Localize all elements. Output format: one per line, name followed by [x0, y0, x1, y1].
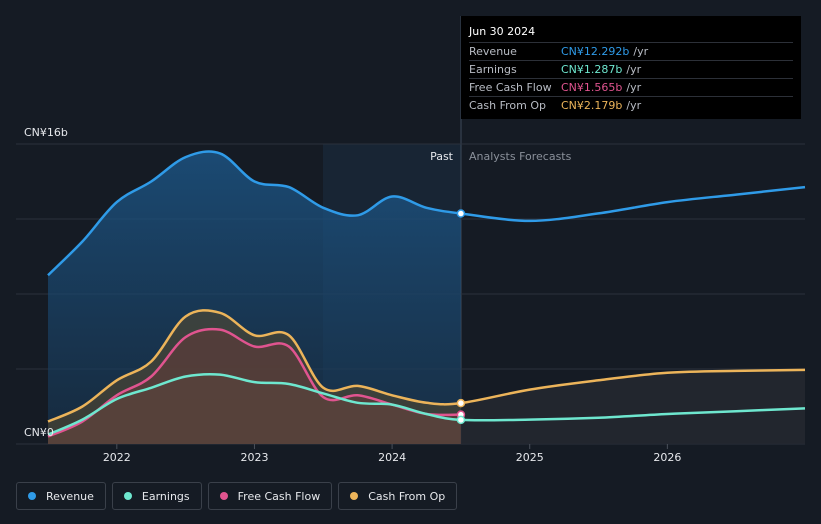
tooltip-row-free-cash-flow: Free Cash Flow CN¥1.565b /yr: [469, 79, 793, 97]
tooltip-value: CN¥1.287b: [561, 63, 623, 76]
current-value-markers: [456, 209, 466, 425]
tooltip-label: Earnings: [469, 63, 517, 76]
legend-label: Free Cash Flow: [237, 489, 321, 503]
current-value-marker: [456, 398, 466, 408]
tooltip-value: CN¥12.292b: [561, 45, 630, 58]
legend-dot-icon: [350, 492, 359, 500]
tooltip-unit: /yr: [633, 45, 649, 58]
tooltip-unit: /yr: [626, 99, 642, 112]
series-line: [47, 150, 806, 277]
y-tick-label-zero: CN¥0: [24, 426, 54, 439]
legend-label: Cash From Op: [368, 489, 446, 503]
tooltip-value: CN¥1.565b: [561, 81, 623, 94]
tooltip-unit: /yr: [626, 63, 642, 76]
x-tick-label: 2025: [516, 451, 544, 464]
tooltip-row-cash-from-op: Cash From Op CN¥2.179b /yr: [469, 97, 793, 114]
tooltip-row-revenue: Revenue CN¥12.292b /yr: [469, 43, 793, 61]
series-line: [47, 372, 806, 436]
legend-dot-icon: [219, 492, 228, 500]
legend-item-earnings[interactable]: Earnings: [111, 482, 202, 510]
series-line: [47, 309, 806, 423]
tooltip-label: Revenue: [469, 45, 517, 58]
forecast-label: Analysts Forecasts: [469, 150, 572, 163]
legend-item-revenue[interactable]: Revenue: [16, 482, 106, 510]
legend-dot-icon: [123, 492, 132, 500]
x-tick-label: 2022: [103, 451, 131, 464]
x-axis-ticks: 2022 2023 2024 2025 2026: [103, 444, 681, 464]
tooltip: Jun 30 2024 Revenue CN¥12.292b /yr Earni…: [461, 16, 801, 119]
x-tick-label: 2026: [653, 451, 681, 464]
legend-item-free-cash-flow[interactable]: Free Cash Flow: [207, 482, 333, 510]
forecast-area: [460, 369, 805, 444]
tooltip-date: Jun 30 2024: [469, 25, 793, 43]
current-value-marker: [456, 209, 466, 218]
past-label: Past: [430, 150, 454, 163]
series-area: [48, 310, 461, 444]
current-value-marker: [456, 415, 466, 425]
tooltip-label: Cash From Op: [469, 99, 547, 112]
tooltip-value: CN¥2.179b: [561, 99, 623, 112]
y-tick-label-max: CN¥16b: [24, 126, 68, 139]
legend: Revenue Earnings Free Cash Flow Cash Fro…: [16, 482, 458, 510]
x-tick-label: 2024: [378, 451, 406, 464]
series-lines: [47, 150, 806, 438]
legend-label: Earnings: [141, 489, 190, 503]
tooltip-label: Free Cash Flow: [469, 81, 552, 94]
x-tick-label: 2023: [240, 451, 268, 464]
legend-label: Revenue: [46, 489, 94, 503]
series-areas: [48, 151, 805, 444]
tooltip-unit: /yr: [626, 81, 642, 94]
legend-item-cash-from-op[interactable]: Cash From Op: [338, 482, 458, 510]
tooltip-row-earnings: Earnings CN¥1.287b /yr: [469, 61, 793, 79]
legend-dot-icon: [28, 492, 36, 500]
